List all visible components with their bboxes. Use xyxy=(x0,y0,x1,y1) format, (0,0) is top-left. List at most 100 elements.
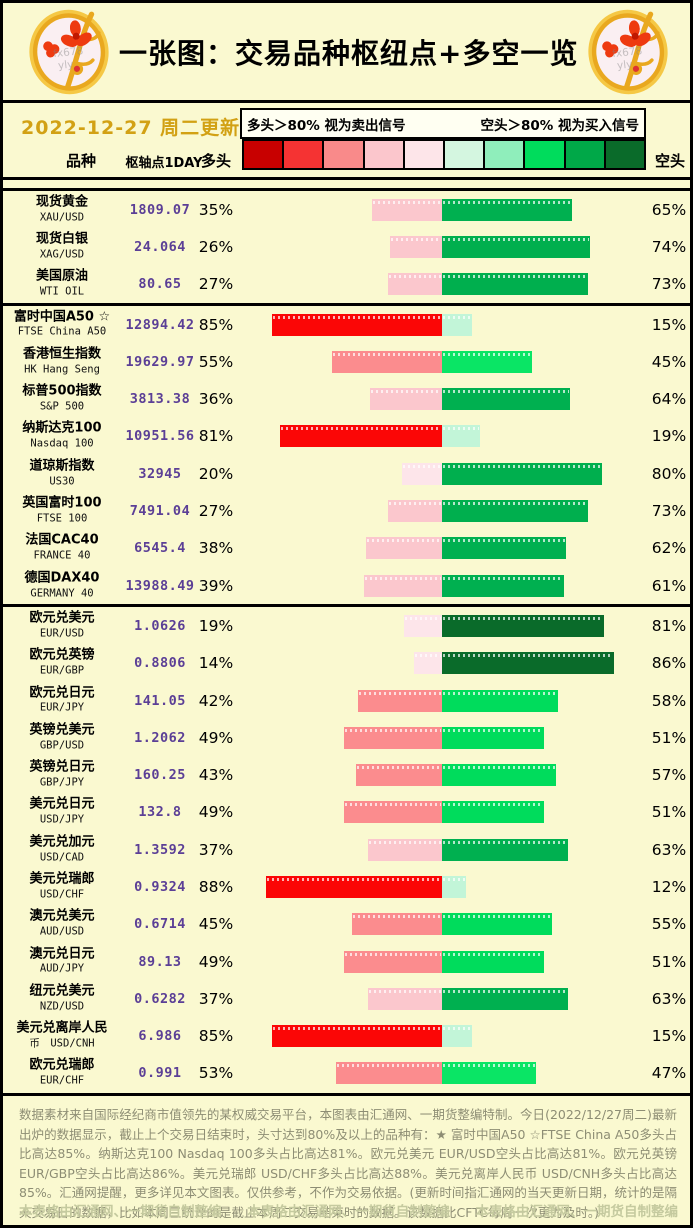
table-row: 欧元兑英镑 EUR/GBP 0.8806 14% 86% xyxy=(3,645,690,682)
instrument-name-en: WTI OIL xyxy=(39,285,85,298)
table-row: 德国DAX40 GERMANY 40 13988.49 39% 61% xyxy=(3,567,690,604)
short-percent: 51% xyxy=(651,952,687,971)
instrument-name: 美元兑日元 USD/JPY xyxy=(7,797,117,828)
pivot-value: 1.2062 xyxy=(134,729,186,746)
table-row: 英镑兑美元 GBP/USD 1.2062 49% 51% xyxy=(3,719,690,756)
short-percent: 15% xyxy=(651,1027,687,1046)
long-percent: 49% xyxy=(198,952,234,971)
pivot-value: 89.13 xyxy=(138,953,182,970)
long-percent: 85% xyxy=(198,315,234,334)
instrument-name-en: Nasdaq 100 xyxy=(30,438,94,451)
short-bar xyxy=(442,537,566,560)
short-bar xyxy=(442,801,544,824)
short-percent: 51% xyxy=(651,803,687,822)
instrument-name: 英镑兑美元 GBP/USD xyxy=(7,723,117,754)
short-bar xyxy=(442,987,568,1010)
long-percent: 19% xyxy=(198,616,234,635)
title-divider xyxy=(3,100,690,103)
pivot-value: 12894.42 xyxy=(125,316,195,333)
pivot-value: 132.8 xyxy=(138,804,182,821)
long-bar xyxy=(388,500,442,523)
instrument-name: 标普500指数 S&P 500 xyxy=(7,384,117,415)
table-row: 标普500指数 S&P 500 3813.38 36% 64% xyxy=(3,380,690,417)
instrument-name-en: FRANCE 40 xyxy=(33,549,91,562)
instrument-name-en: HK Hang Seng xyxy=(24,363,100,376)
long-percent: 27% xyxy=(198,275,234,294)
instrument-name-en: USD/CHF xyxy=(39,888,85,901)
column-header-instrument: 品种 xyxy=(65,152,96,170)
legend-short-signal: 空头＞80% 视为买入信号 xyxy=(480,117,639,134)
pivot-value: 10951.56 xyxy=(125,428,195,445)
short-percent: 47% xyxy=(651,1064,687,1083)
instrument-name-cn: 美元兑瑞郎 xyxy=(29,871,95,887)
update-date: 2022-12-27 周二更新 xyxy=(21,117,241,139)
short-percent: 73% xyxy=(651,502,687,521)
instrument-name: 道琼斯指数 US30 xyxy=(7,458,117,489)
long-bar xyxy=(272,313,442,336)
short-percent: 51% xyxy=(651,728,687,747)
table-row: 纳斯达克100 Nasdaq 100 10951.56 81% 19% xyxy=(3,418,690,455)
short-bar xyxy=(442,235,590,258)
legend-gradient-cell xyxy=(483,139,526,170)
long-percent: 20% xyxy=(198,464,234,483)
instrument-name-cn: 欧元兑瑞郎 xyxy=(29,1058,95,1074)
column-header-long: 多头 xyxy=(200,152,231,170)
instrument-name-en: XAU/USD xyxy=(39,211,85,224)
pivot-value: 141.05 xyxy=(134,692,186,709)
instrument-name: 纳斯达克100 Nasdaq 100 xyxy=(7,421,117,452)
title-bar: 一张图：交易品种枢纽点+多空一览 xyxy=(3,3,690,100)
column-header-short: 空头 xyxy=(654,152,685,170)
short-percent: 81% xyxy=(651,616,687,635)
long-percent: 38% xyxy=(198,539,234,558)
instrument-name: 美国原油 WTI OIL xyxy=(7,269,117,300)
short-bar xyxy=(442,838,568,861)
instrument-name-cn: 欧元兑英镑 xyxy=(29,647,95,663)
instrument-name-cn: 道琼斯指数 xyxy=(29,458,95,474)
long-bar xyxy=(388,273,442,296)
short-percent: 74% xyxy=(651,237,687,256)
table-row: 纽元兑美元 NZD/USD 0.6282 37% 63% xyxy=(3,980,690,1017)
instrument-name-cn: 英镑兑美元 xyxy=(29,722,95,738)
instrument-name-en: US30 xyxy=(49,475,75,488)
table-row: 美元兑加元 USD/CAD 1.3592 37% 63% xyxy=(3,831,690,868)
instrument-name-cn: 现货黄金 xyxy=(35,194,88,210)
table-row: 欧元兑瑞郎 EUR/CHF 0.991 53% 47% xyxy=(3,1055,690,1092)
short-bar xyxy=(442,1025,472,1048)
instrument-name: 英镑兑日元 GBP/JPY xyxy=(7,760,117,791)
long-bar xyxy=(402,462,442,485)
table-row: 美国原油 WTI OIL 80.65 27% 73% xyxy=(3,266,690,303)
legend-box: 多头＞80% 视为卖出信号 空头＞80% 视为买入信号 xyxy=(240,108,646,139)
instrument-name: 欧元兑美元 EUR/USD xyxy=(7,611,117,642)
short-bar xyxy=(442,350,532,373)
instrument-name-cn: 富时中国A50 ☆ xyxy=(13,309,111,325)
short-bar xyxy=(442,313,472,336)
footer: 数据素材来自国际经纪商市值领先的某权威交易平台，本图表由汇通网、一期货整编特制。… xyxy=(3,1093,690,1225)
short-percent: 15% xyxy=(651,315,687,334)
long-percent: 53% xyxy=(198,1064,234,1083)
long-bar xyxy=(280,425,442,448)
short-percent: 65% xyxy=(651,200,687,219)
short-percent: 55% xyxy=(651,915,687,934)
instrument-name: 美元兑加元 USD/CAD xyxy=(7,834,117,865)
instrument-name: 美元兑离岸人民币 USD/CNH xyxy=(7,1021,117,1052)
long-percent: 88% xyxy=(198,877,234,896)
long-bar xyxy=(404,614,442,637)
instrument-name: 美元兑瑞郎 USD/CHF xyxy=(7,872,117,903)
pivot-value: 1.3592 xyxy=(134,841,186,858)
legend-gradient-cell xyxy=(523,139,566,170)
short-percent: 19% xyxy=(651,427,687,446)
group-separator xyxy=(3,604,690,608)
watermark: 本表格由汇通网、一期货自制整编 xyxy=(19,1204,222,1220)
long-percent: 37% xyxy=(198,989,234,1008)
instrument-name-cn: 美国原油 xyxy=(35,268,88,284)
table-row: 现货黄金 XAU/USD 1809.07 35% 65% xyxy=(3,191,690,228)
table-row: 澳元兑日元 AUD/JPY 89.13 49% 51% xyxy=(3,943,690,980)
instrument-name-en: FTSE 100 xyxy=(36,512,88,525)
legend-long-signal: 多头＞80% 视为卖出信号 xyxy=(247,117,406,134)
short-bar xyxy=(442,913,552,936)
short-bar xyxy=(442,950,544,973)
long-percent: 39% xyxy=(198,576,234,595)
instrument-name-cn: 美元兑加元 xyxy=(29,834,95,850)
pivot-value: 80.65 xyxy=(138,276,182,293)
pivot-value: 6545.4 xyxy=(134,540,186,557)
